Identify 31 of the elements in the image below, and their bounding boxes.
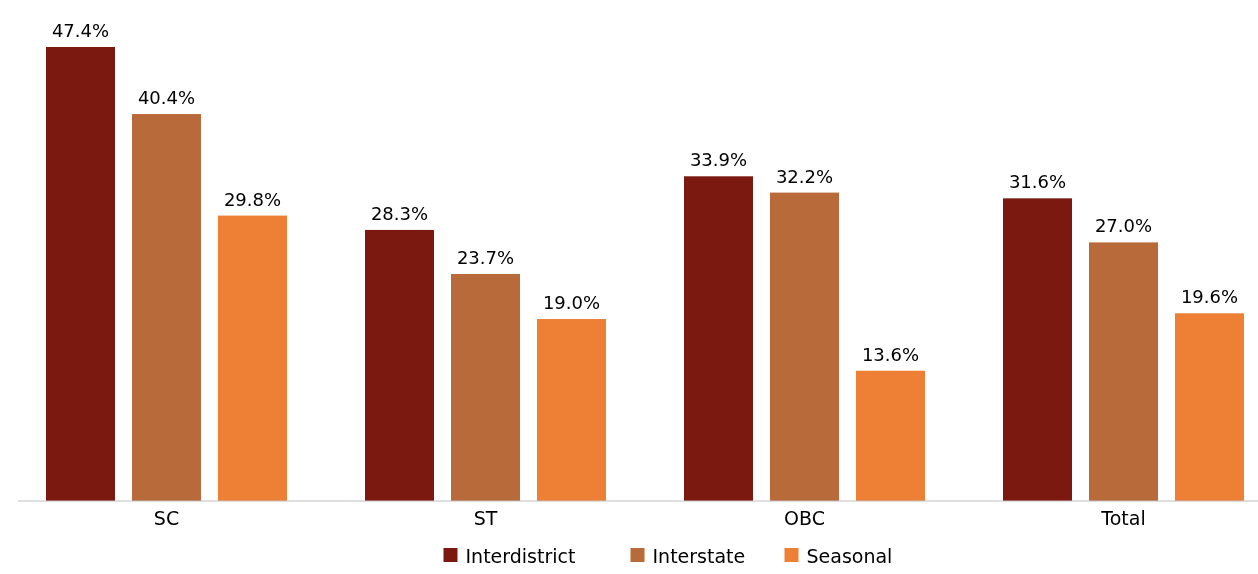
data-label: 13.6%: [861, 343, 920, 365]
bar: [46, 47, 115, 501]
data-label: 40.4%: [137, 87, 196, 109]
data-label: 27.0%: [1094, 215, 1153, 237]
data-label: 32.2%: [775, 165, 834, 187]
data-label: 47.4%: [51, 20, 110, 41]
bar: [1089, 242, 1158, 501]
bar: [365, 229, 434, 501]
data-label: 33.9%: [689, 149, 748, 171]
bar: [770, 192, 839, 501]
bar: [856, 370, 925, 501]
data-label: 28.3%: [370, 202, 429, 224]
bar: [1175, 313, 1244, 501]
legend-label: Seasonal: [806, 545, 893, 567]
bar: [451, 274, 520, 501]
legend-label: Interdistrict: [465, 545, 576, 567]
data-label: 31.6%: [1008, 171, 1067, 193]
x-tick-label: SC: [153, 507, 180, 529]
x-tick-label: Total: [1100, 507, 1146, 529]
bar: [537, 319, 606, 501]
bar: [1003, 198, 1072, 501]
x-tick-label: OBC: [784, 507, 825, 529]
bar: [684, 176, 753, 501]
bar: [132, 114, 201, 501]
data-label: 29.8%: [223, 188, 282, 210]
x-tick-label: ST: [473, 507, 498, 529]
legend-label: Interstate: [652, 545, 746, 567]
data-label: 23.7%: [456, 247, 515, 268]
data-label: 19.6%: [1180, 286, 1239, 308]
bar: [218, 215, 287, 501]
data-label: 19.0%: [542, 292, 601, 314]
